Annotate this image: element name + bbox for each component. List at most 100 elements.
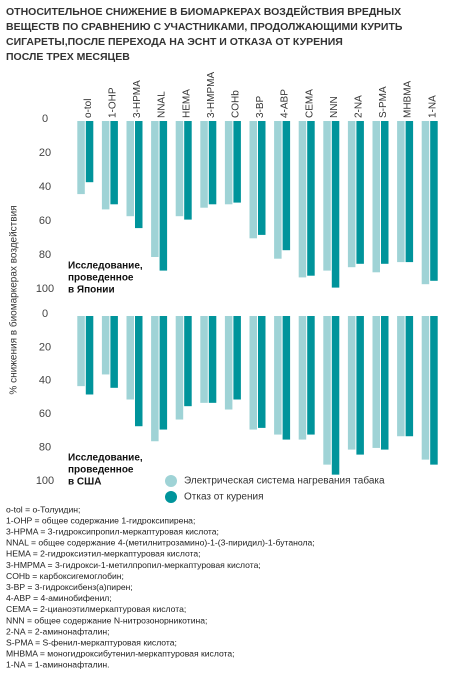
footnote: CEMA = 2-цианоэтилмеркаптуровая кислота; xyxy=(6,604,186,614)
bar xyxy=(135,121,143,229)
bar xyxy=(258,121,266,235)
footnote: 1-OHP = общее содержание 1-гидроксипирен… xyxy=(6,515,195,525)
bar xyxy=(208,121,217,205)
bar xyxy=(323,121,331,271)
footnote: o-tol = o-Толуидин; xyxy=(6,504,80,514)
x-tick-label: 1-OHP xyxy=(108,87,119,118)
bar xyxy=(101,316,110,375)
bar xyxy=(200,316,208,403)
footnote: NNAL = общее содержание 4-(метилнитрозам… xyxy=(6,538,315,548)
bar xyxy=(372,316,380,448)
bar xyxy=(323,316,331,465)
bar xyxy=(77,121,85,195)
bar xyxy=(249,121,257,239)
x-tick-label: 4-ABP xyxy=(280,89,291,118)
bar xyxy=(85,121,94,183)
bar xyxy=(381,316,389,450)
bar xyxy=(331,121,340,288)
bar xyxy=(151,316,159,442)
bar xyxy=(110,121,118,205)
x-tick-label: CEMA xyxy=(304,89,315,118)
bar xyxy=(258,316,266,428)
bar xyxy=(249,316,257,430)
y-tick-label: 0 xyxy=(42,113,48,125)
x-tick-label: NNAL xyxy=(157,91,168,118)
footnote: 1-NA = 1-аминонафталин. xyxy=(6,660,110,670)
bar xyxy=(421,316,430,460)
chart-title: СИГАРЕТЫ,ПОСЛЕ ПЕРЕХОДА НА ЭСНТ И ОТКАЗА… xyxy=(6,36,343,48)
bar xyxy=(274,316,282,435)
bar xyxy=(151,121,159,257)
bar xyxy=(405,316,414,437)
footnote: NNN = общее содержание N-нитрозонорникот… xyxy=(6,615,207,625)
footnote: HEMA = 2-гидроксиэтил-меркаптуровая кисл… xyxy=(6,549,201,559)
x-tick-label: 3-BP xyxy=(255,95,266,118)
y-tick-label: 100 xyxy=(36,475,54,487)
bar xyxy=(381,121,389,264)
panel-annotation: проведенное xyxy=(68,465,134,476)
bar xyxy=(77,316,85,387)
bar xyxy=(298,316,307,440)
footnote: 4-ABP = 4-аминобифенил; xyxy=(6,593,112,603)
bar xyxy=(233,121,241,203)
footnote: 2-NA = 2-аминонафталин; xyxy=(6,626,110,636)
bar xyxy=(430,121,438,281)
bar xyxy=(347,121,356,268)
y-tick-label: 80 xyxy=(39,249,51,261)
bar xyxy=(282,121,291,251)
bar xyxy=(85,316,94,395)
bar xyxy=(224,121,233,205)
bar xyxy=(184,121,192,220)
bar xyxy=(184,316,192,407)
footnote: S-PMA = S-фенил-меркаптуровая кислота; xyxy=(6,637,177,647)
x-tick-label: MHBMA xyxy=(403,80,414,118)
y-tick-label: 80 xyxy=(39,442,51,454)
y-tick-label: 20 xyxy=(39,341,51,353)
legend-marker xyxy=(165,491,177,503)
panel-annotation: в Японии xyxy=(68,285,115,296)
legend-marker xyxy=(165,475,177,487)
bar xyxy=(347,316,356,450)
bar xyxy=(356,316,364,455)
footnote: 3-BP = 3-гидроксибенз(а)пирен; xyxy=(6,582,133,592)
footnote: MHBMA = моногидроксибутенил-меркаптурова… xyxy=(6,649,235,659)
bar xyxy=(372,121,380,273)
y-tick-label: 40 xyxy=(39,375,51,387)
x-tick-label: 3-HPMA xyxy=(132,80,143,118)
chart-title: ВЕЩЕСТВ ПО СРАВНЕНИЮ С УЧАСТНИКАМИ, ПРОД… xyxy=(6,21,403,33)
footnote: 3-HPMA = 3-гидроксипропил-меркаптуровая … xyxy=(6,526,219,536)
bar xyxy=(282,316,291,440)
y-axis-label: % снижения в биомаркерах воздействия xyxy=(8,205,20,394)
bar xyxy=(298,121,307,278)
footnote: COHb = карбоксигемоглобин; xyxy=(6,571,124,581)
bar xyxy=(175,316,184,420)
footnote: 3-HMPMA = 3-гидрокси-1-метилпропил-мерка… xyxy=(6,560,261,570)
bar xyxy=(224,316,233,410)
bar xyxy=(135,316,143,427)
chart-title: ОТНОСИТЕЛЬНОЕ СНИЖЕНИЕ В БИОМАРКЕРАХ ВОЗ… xyxy=(6,5,401,18)
x-tick-label: 1-NA xyxy=(427,95,438,118)
bar xyxy=(175,121,184,217)
x-tick-label: o-tol xyxy=(83,99,94,118)
bar xyxy=(405,121,414,263)
panel-annotation: в США xyxy=(68,477,101,488)
bar xyxy=(126,121,134,217)
bar xyxy=(307,316,315,435)
legend-label: Электрическая система нагревания табака xyxy=(184,475,385,487)
panel-annotation: проведенное xyxy=(68,273,134,284)
y-tick-label: 0 xyxy=(42,308,48,320)
bar xyxy=(397,316,405,437)
bar xyxy=(397,121,405,263)
y-tick-label: 100 xyxy=(36,283,54,295)
bar xyxy=(331,316,340,475)
panel-annotation: Исследование, xyxy=(68,453,143,464)
y-tick-label: 40 xyxy=(39,181,51,193)
bar xyxy=(356,121,364,264)
chart-title: ПОСЛЕ ТРЕХ МЕСЯЦЕВ xyxy=(6,51,130,63)
bar xyxy=(233,316,241,400)
x-tick-label: NNN xyxy=(329,96,340,118)
bar xyxy=(421,121,430,285)
bar xyxy=(159,316,168,430)
bar xyxy=(126,316,134,400)
x-tick-label: 2-NA xyxy=(354,95,365,118)
